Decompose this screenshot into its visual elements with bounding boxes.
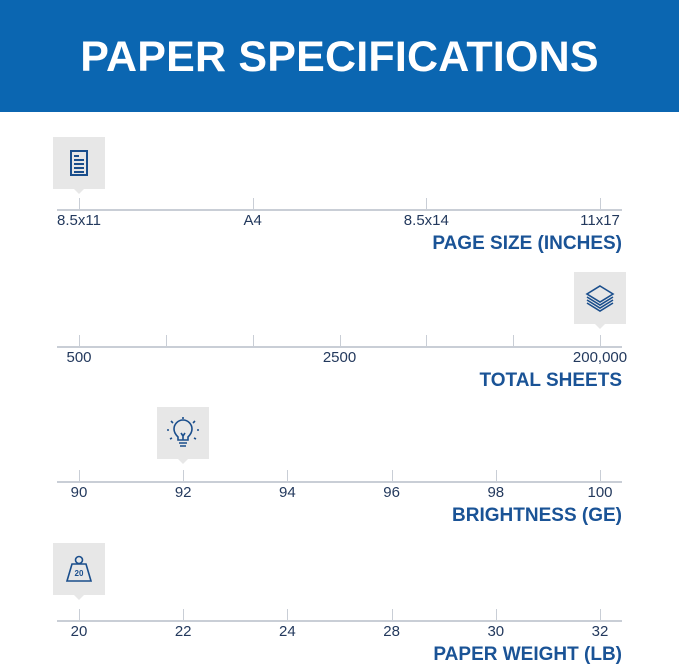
tick (426, 335, 427, 346)
tick (183, 609, 184, 620)
tick (166, 335, 167, 346)
light-bulb-icon (157, 407, 210, 464)
page-title: PAPER SPECIFICATIONS (80, 33, 599, 81)
tick-label: 28 (383, 623, 400, 640)
weight-icon: 20 (53, 543, 105, 600)
tick (79, 609, 80, 620)
tick (287, 470, 288, 481)
tick (426, 198, 427, 209)
tick (79, 198, 80, 209)
tick (183, 470, 184, 481)
tick (496, 470, 497, 481)
tick (496, 609, 497, 620)
tick (600, 470, 601, 481)
scale-title: PAPER WEIGHT (LB) (433, 644, 622, 665)
scale-title: TOTAL SHEETS (479, 370, 622, 391)
tick-label: 2500 (322, 349, 357, 366)
svg-text:20: 20 (75, 569, 84, 578)
tick (79, 470, 80, 481)
axis-line (57, 346, 622, 348)
tick (253, 335, 254, 346)
tick (513, 335, 514, 346)
scale-title: BRIGHTNESS (GE) (452, 505, 622, 526)
tick-label: 90 (70, 484, 88, 501)
tick-label: 98 (487, 484, 505, 501)
header-banner: PAPER SPECIFICATIONS (0, 0, 679, 112)
paper-stack-icon (574, 272, 626, 329)
tick-label: A4 (243, 212, 262, 229)
tick (600, 609, 601, 620)
tick (340, 335, 341, 346)
tick (287, 609, 288, 620)
document-icon (53, 137, 105, 194)
tick (600, 335, 601, 346)
tick (79, 335, 80, 346)
axis-line (57, 620, 622, 622)
tick-label: 92 (174, 484, 192, 501)
tick-label: 20 (70, 623, 88, 640)
axis-line (57, 209, 622, 211)
tick (392, 470, 393, 481)
tick-label: 8.5x11 (57, 212, 101, 229)
tick-label: 100 (587, 484, 613, 501)
tick (392, 609, 393, 620)
tick-label: 200,000 (572, 349, 628, 366)
scale-title: PAGE SIZE (INCHES) (432, 233, 622, 254)
tick (253, 198, 254, 209)
tick-label: 11x17 (580, 212, 620, 229)
tick-label: 22 (174, 623, 192, 640)
tick-label: 500 (66, 349, 92, 366)
axis-line (57, 481, 622, 483)
tick-label: 94 (279, 484, 296, 501)
tick-label: 32 (591, 623, 609, 640)
tick-label: 8.5x14 (403, 212, 449, 229)
tick-label: 96 (383, 484, 400, 501)
tick-label: 30 (487, 623, 505, 640)
tick (600, 198, 601, 209)
tick-label: 24 (279, 623, 296, 640)
